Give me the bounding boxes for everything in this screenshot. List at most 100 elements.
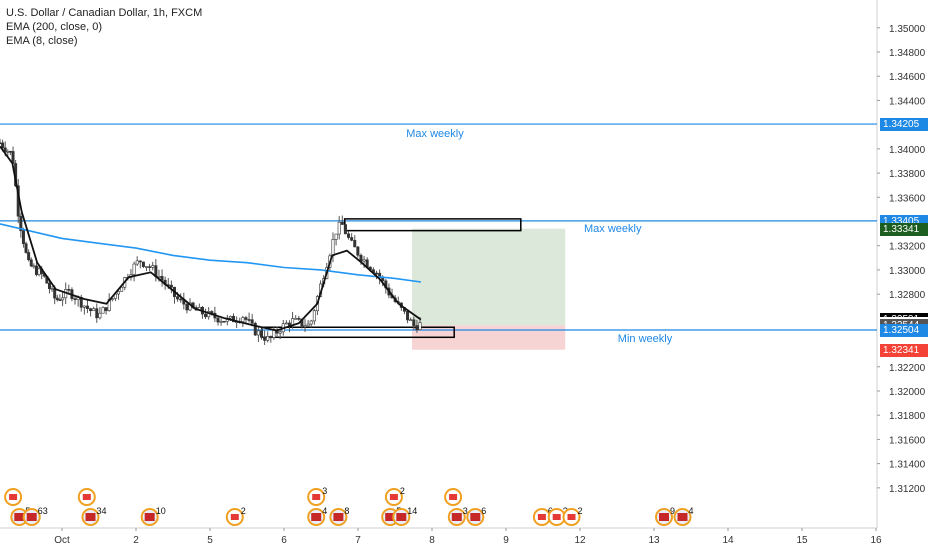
event-count: 4 (322, 506, 327, 516)
long-position-profit-zone[interactable] (412, 228, 566, 326)
candle (415, 325, 419, 331)
candle (61, 297, 65, 301)
x-tick-label: 5 (207, 535, 213, 546)
candle (353, 239, 357, 248)
event-count: 2 (400, 486, 405, 496)
y-tick-label: 1.33200 (889, 242, 926, 253)
ema8-line[interactable] (0, 145, 422, 332)
candle (232, 315, 236, 323)
candle (222, 320, 226, 323)
candle (82, 305, 86, 308)
candle (412, 319, 416, 326)
candle (135, 260, 139, 265)
us-event-icon[interactable]: 4 (307, 506, 327, 526)
y-tick-label: 1.32200 (889, 363, 926, 374)
canada-event-icon[interactable]: 2 (384, 486, 405, 506)
event-count: 6 (481, 506, 486, 516)
candle (29, 259, 33, 267)
candle (204, 313, 208, 318)
event-count: 3 (322, 486, 327, 496)
us-event-icon[interactable]: 10 (140, 506, 166, 526)
event-count: 9 (670, 506, 675, 516)
candle (272, 330, 276, 338)
candle (250, 319, 254, 324)
canada-event-icon[interactable]: 3 (307, 486, 327, 506)
candle (185, 303, 189, 311)
us-event-icon[interactable]: 8 (329, 506, 349, 526)
us-event-icon[interactable]: 34 (81, 506, 107, 526)
candle (374, 272, 378, 275)
y-tick-label: 1.35000 (889, 24, 926, 35)
us-event-icon[interactable]: 3 (447, 506, 468, 526)
us-event-icon[interactable]: 6 (466, 506, 486, 526)
ema200-line[interactable] (0, 223, 422, 283)
indicator-ema8-label[interactable]: EMA (8, close) (6, 35, 78, 47)
y-tick-label: 1.33600 (889, 193, 926, 204)
candle (340, 221, 344, 225)
us-event-icon[interactable]: 9 (655, 506, 675, 526)
candle (101, 307, 105, 314)
price-label: 1.32504 (880, 323, 928, 337)
candle (331, 239, 335, 257)
canada-event-icon[interactable] (4, 488, 23, 506)
candle (337, 221, 341, 235)
us-event-icon[interactable]: 63 (22, 506, 48, 526)
canada-event-icon[interactable] (444, 488, 463, 506)
y-tick-label: 1.31600 (889, 435, 926, 446)
x-tick-label: 2 (133, 535, 139, 546)
y-tick-label: 1.32000 (889, 387, 926, 398)
candle (306, 323, 310, 327)
chart-legend: U.S. Dollar / Canadian Dollar, 1h, FXCM … (6, 6, 202, 48)
x-tick-label: 15 (796, 535, 808, 546)
candle (241, 317, 245, 322)
candle (278, 331, 282, 334)
y-tick-label: 1.33000 (889, 266, 926, 277)
candle (0, 142, 2, 145)
candle (145, 266, 149, 268)
candle (343, 224, 347, 235)
event-count: 14 (407, 506, 417, 516)
canada-event-icon[interactable] (77, 488, 96, 506)
candle (256, 330, 260, 336)
price-label: 1.33341 (880, 222, 928, 236)
candle (55, 297, 59, 300)
candle (406, 311, 410, 321)
indicator-ema200-label[interactable]: EMA (200, close, 0) (6, 21, 102, 33)
y-tick-label: 1.31400 (889, 460, 926, 471)
us-event-icon[interactable]: 4 (673, 506, 694, 526)
x-tick-label: 16 (870, 535, 882, 546)
candle (350, 237, 354, 241)
candle (67, 288, 71, 291)
candle (34, 265, 38, 275)
candle (266, 336, 270, 341)
price-label: 1.32341 (880, 343, 928, 357)
y-tick-label: 1.34400 (889, 96, 926, 107)
candle (179, 298, 183, 301)
candle (219, 320, 223, 323)
candle (50, 288, 54, 290)
max-weekly-label: Max weekly (406, 128, 464, 140)
canada-event-icon[interactable]: 2 (225, 506, 246, 526)
canada-event-icon[interactable]: 2 (562, 506, 583, 526)
candle (284, 322, 288, 325)
us-event-icon[interactable]: 14 (392, 506, 417, 526)
x-tick-label: Oct (54, 535, 70, 546)
candle (138, 260, 142, 263)
candle (312, 310, 316, 322)
candle (117, 291, 121, 295)
candle (27, 252, 31, 261)
event-count: 34 (97, 506, 107, 516)
candle (334, 233, 338, 240)
candle (8, 150, 12, 153)
candle (89, 308, 93, 312)
event-count: 10 (156, 506, 166, 516)
candle (24, 243, 28, 253)
candle (132, 263, 136, 275)
y-tick-label: 1.32800 (889, 290, 926, 301)
candle (6, 150, 10, 153)
x-tick-label: 12 (574, 535, 586, 546)
candle (47, 282, 51, 289)
candle (104, 307, 108, 311)
candle (176, 296, 180, 300)
